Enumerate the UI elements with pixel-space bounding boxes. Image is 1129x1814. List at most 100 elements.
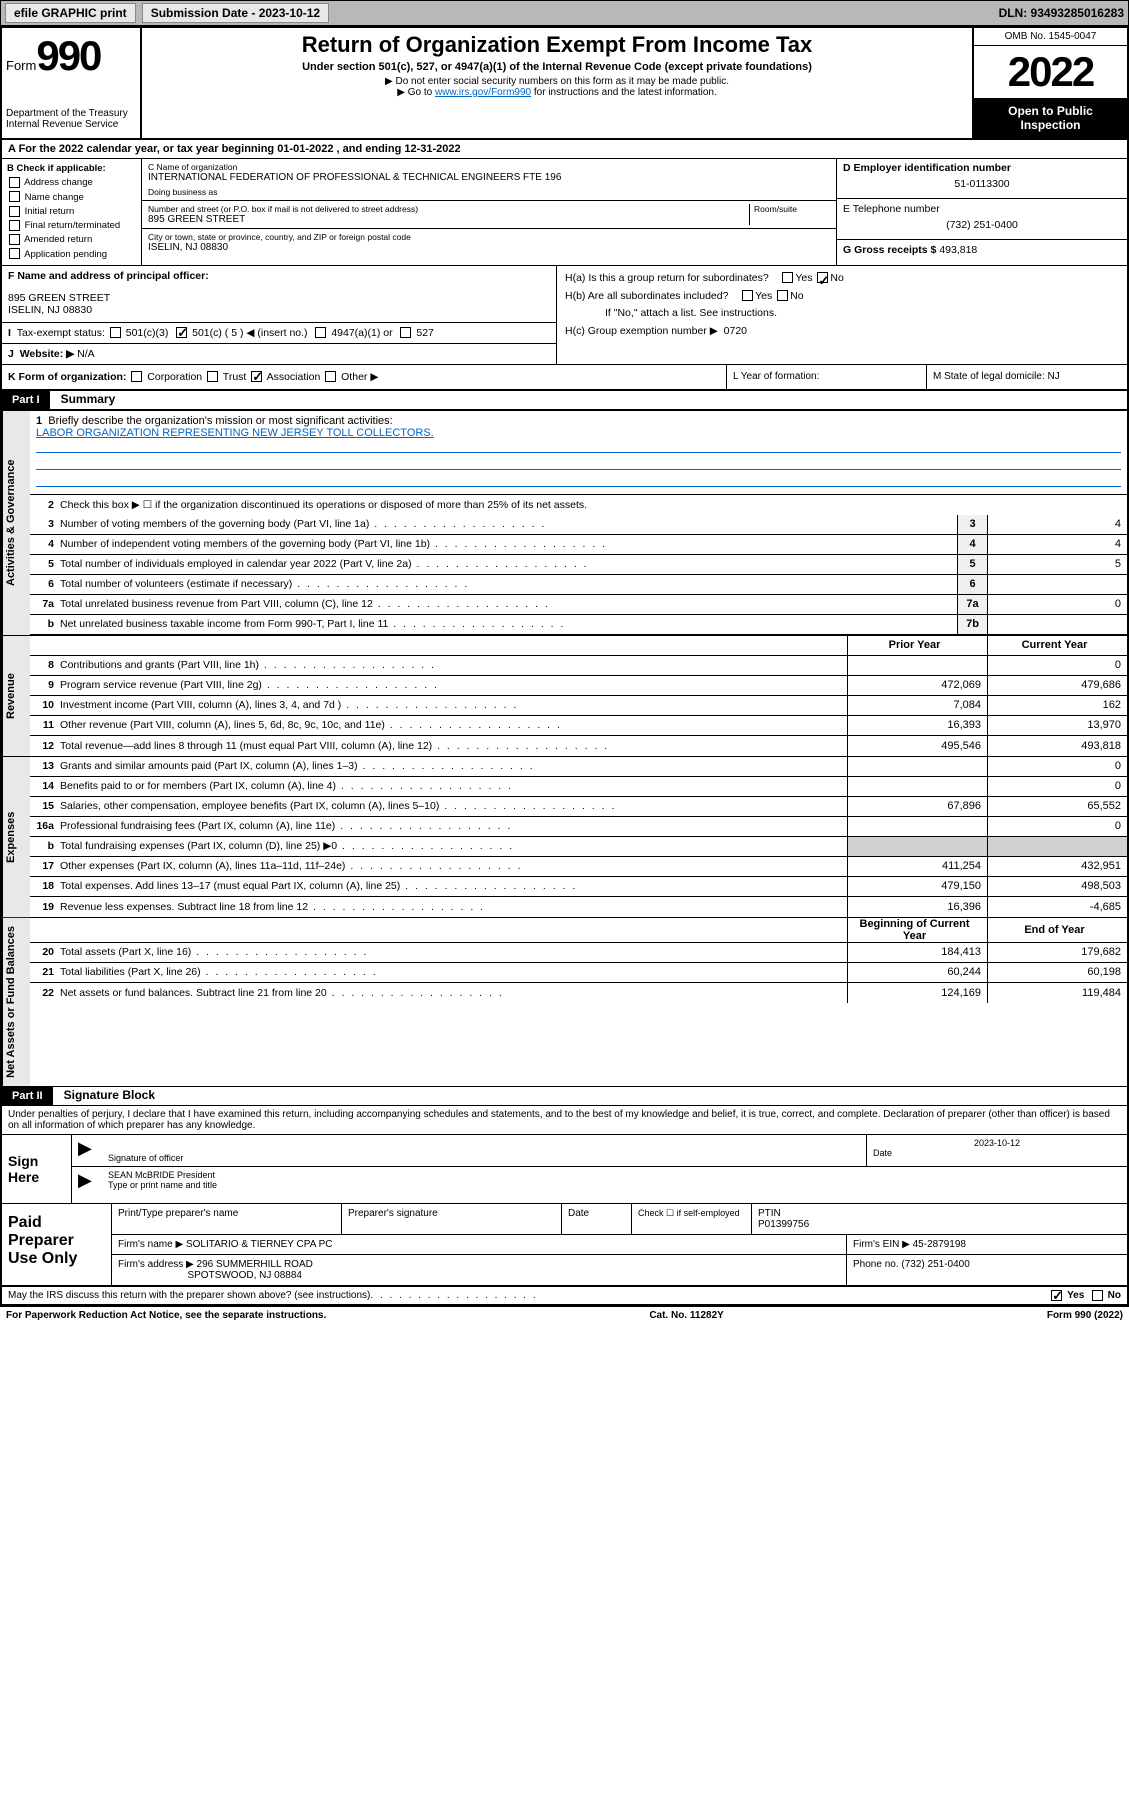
line-1-mission: 1 Briefly describe the organization's mi… bbox=[30, 411, 1127, 495]
irs-link[interactable]: www.irs.gov/Form990 bbox=[435, 87, 531, 98]
sig-date-value: 2023-10-12 bbox=[873, 1138, 1121, 1148]
cb-assoc[interactable] bbox=[251, 371, 262, 382]
i-label: Tax-exempt status: bbox=[17, 327, 105, 339]
sig-date-label: Date bbox=[873, 1148, 1121, 1158]
line-9-text: Program service revenue (Part VIII, line… bbox=[60, 677, 847, 693]
ssn-warning: ▶ Do not enter social security numbers o… bbox=[150, 76, 964, 87]
line-17-text: Other expenses (Part IX, column (A), lin… bbox=[60, 858, 847, 874]
line-20-current: 179,682 bbox=[987, 943, 1127, 962]
cb-final-return[interactable] bbox=[9, 220, 20, 231]
summary-expenses: Expenses 13Grants and similar amounts pa… bbox=[2, 756, 1127, 917]
cb-corp[interactable] bbox=[131, 371, 142, 382]
cb-hb-no[interactable] bbox=[777, 290, 788, 301]
cb-app-pending[interactable] bbox=[9, 248, 20, 259]
line-21-text: Total liabilities (Part X, line 26) bbox=[60, 964, 847, 980]
cb-trust[interactable] bbox=[207, 371, 218, 382]
footer-bar: For Paperwork Reduction Act Notice, see … bbox=[0, 1306, 1129, 1324]
discuss-no: No bbox=[1108, 1290, 1121, 1301]
col-beginning-year: Beginning of Current Year bbox=[847, 918, 987, 942]
open-inspection: Open to Public Inspection bbox=[974, 98, 1127, 138]
line-15-prior: 67,896 bbox=[847, 797, 987, 816]
line-5-box: 5 bbox=[957, 555, 987, 574]
form-990: Form990 Department of the Treasury Inter… bbox=[0, 26, 1129, 1306]
vtab-revenue: Revenue bbox=[2, 636, 30, 756]
firm-name: SOLITARIO & TIERNEY CPA PC bbox=[186, 1239, 333, 1250]
part1-title: Summary bbox=[53, 392, 116, 406]
c-name-label: C Name of organization bbox=[148, 162, 830, 172]
cb-other[interactable] bbox=[325, 371, 336, 382]
line-14-current: 0 bbox=[987, 777, 1127, 796]
summary-net-assets: Net Assets or Fund Balances Beginning of… bbox=[2, 917, 1127, 1087]
line-22-current: 119,484 bbox=[987, 983, 1127, 1003]
line-13-prior bbox=[847, 757, 987, 776]
firm-name-label: Firm's name ▶ bbox=[118, 1239, 183, 1250]
cb-address-change[interactable] bbox=[9, 177, 20, 188]
line-18-prior: 479,150 bbox=[847, 877, 987, 896]
line-2: Check this box ▶ ☐ if the organization d… bbox=[60, 497, 1127, 513]
line-b-prior bbox=[847, 837, 987, 856]
part2-tag: Part II bbox=[2, 1087, 53, 1105]
website-value: N/A bbox=[77, 348, 95, 360]
officer-addr2: ISELIN, NJ 08830 bbox=[8, 304, 550, 316]
cb-527[interactable] bbox=[400, 327, 411, 338]
col-c: C Name of organization INTERNATIONAL FED… bbox=[142, 159, 837, 265]
cb-discuss-yes[interactable] bbox=[1051, 1290, 1062, 1301]
line-b-box: 7b bbox=[957, 615, 987, 634]
cb-ha-no[interactable] bbox=[817, 272, 828, 283]
opt-501c3: 501(c)(3) bbox=[126, 327, 169, 339]
firm-addr-label: Firm's address ▶ bbox=[118, 1259, 194, 1270]
cb-discuss-no[interactable] bbox=[1092, 1290, 1103, 1301]
form-header: Form990 Department of the Treasury Inter… bbox=[2, 28, 1127, 140]
prep-date-label: Date bbox=[562, 1204, 632, 1234]
line-16a-current: 0 bbox=[987, 817, 1127, 836]
cb-501c3[interactable] bbox=[110, 327, 121, 338]
cb-4947[interactable] bbox=[315, 327, 326, 338]
f-label: F Name and address of principal officer: bbox=[8, 270, 550, 282]
vtab-net-assets: Net Assets or Fund Balances bbox=[2, 918, 30, 1086]
line-14-prior bbox=[847, 777, 987, 796]
perjury-statement: Under penalties of perjury, I declare th… bbox=[2, 1106, 1127, 1134]
efile-print-button[interactable]: efile GRAPHIC print bbox=[5, 3, 136, 23]
dln: DLN: 93493285016283 bbox=[999, 6, 1124, 20]
col-current-year: Current Year bbox=[987, 636, 1127, 655]
row-k: K Form of organization: Corporation Trus… bbox=[2, 365, 1127, 391]
b-label: B Check if applicable: bbox=[7, 162, 136, 176]
line-12-text: Total revenue—add lines 8 through 11 (mu… bbox=[60, 738, 847, 754]
cb-amended[interactable] bbox=[9, 234, 20, 245]
line-19-prior: 16,396 bbox=[847, 897, 987, 917]
cat-number: Cat. No. 11282Y bbox=[649, 1310, 723, 1321]
cb-ha-yes[interactable] bbox=[782, 272, 793, 283]
line-10-text: Investment income (Part VIII, column (A)… bbox=[60, 697, 847, 713]
firm-phone-label: Phone no. bbox=[853, 1259, 899, 1270]
opt-pending: Application pending bbox=[24, 249, 107, 260]
line-8-prior bbox=[847, 656, 987, 675]
line-7a-text: Total unrelated business revenue from Pa… bbox=[60, 596, 957, 612]
opt-trust: Trust bbox=[223, 371, 247, 383]
cb-501c[interactable] bbox=[176, 327, 187, 338]
ha-label: H(a) Is this a group return for subordin… bbox=[565, 272, 769, 284]
cb-initial-return[interactable] bbox=[9, 206, 20, 217]
arrow-icon: ▶ bbox=[78, 1170, 92, 1190]
part2-title: Signature Block bbox=[56, 1088, 155, 1102]
line-18-text: Total expenses. Add lines 13–17 (must eq… bbox=[60, 878, 847, 894]
form-label: Form bbox=[6, 58, 36, 73]
block-bcde: B Check if applicable: Address change Na… bbox=[2, 159, 1127, 266]
opt-other: Other ▶ bbox=[341, 371, 378, 383]
cb-hb-yes[interactable] bbox=[742, 290, 753, 301]
line-12-prior: 495,546 bbox=[847, 736, 987, 756]
tax-year: 2022 bbox=[974, 46, 1127, 98]
line-17-current: 432,951 bbox=[987, 857, 1127, 876]
hb-note: If "No," attach a list. See instructions… bbox=[565, 305, 1119, 323]
ptin-label: PTIN bbox=[758, 1208, 781, 1219]
line-6-value bbox=[987, 575, 1127, 594]
col-prior-year: Prior Year bbox=[847, 636, 987, 655]
ein-value: 51-0113300 bbox=[843, 174, 1121, 194]
d-ein-label: D Employer identification number bbox=[843, 162, 1121, 174]
cb-name-change[interactable] bbox=[9, 191, 20, 202]
line-5-text: Total number of individuals employed in … bbox=[60, 556, 957, 572]
form-number-footer: Form 990 (2022) bbox=[1047, 1310, 1123, 1321]
m-state-domicile: M State of legal domicile: NJ bbox=[927, 365, 1127, 389]
discuss-question: May the IRS discuss this return with the… bbox=[8, 1290, 370, 1301]
line-11-current: 13,970 bbox=[987, 716, 1127, 735]
dba-label: Doing business as bbox=[148, 187, 830, 197]
